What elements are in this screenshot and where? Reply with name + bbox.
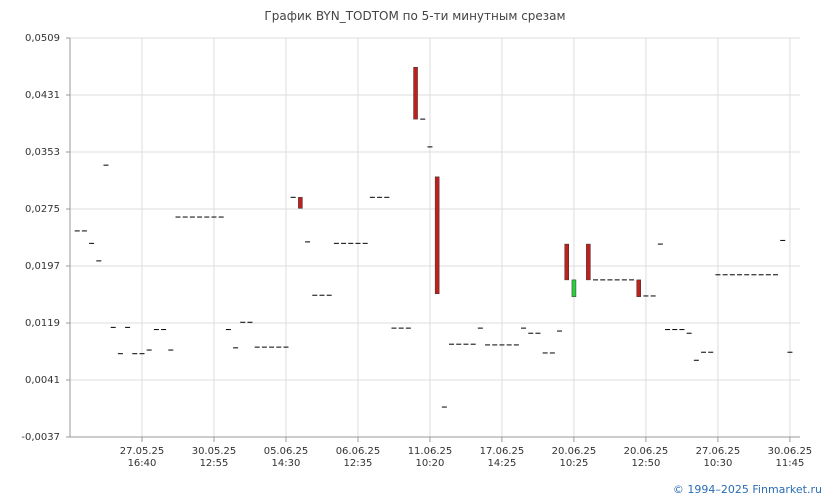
y-tick-label: -0,0037 [21,432,60,443]
x-tick-label: 20.06.25 [624,446,669,457]
x-tick-label: 12:55 [200,458,229,469]
x-tick-label: 12:35 [344,458,373,469]
y-tick-label: 0,0197 [25,261,60,272]
x-tick-label: 10:20 [416,458,445,469]
x-tick-label: 12:50 [632,458,661,469]
y-tick-label: 0,0275 [25,204,60,215]
y-tick-label: 0,0431 [25,90,60,101]
x-tick-label: 05.06.25 [264,446,309,457]
x-tick-label: 16:40 [128,458,157,469]
x-tick-label: 30.05.25 [192,446,237,457]
candle [571,279,577,297]
candle [298,197,303,209]
candle [564,243,569,281]
chart-title: График BYN_TODTOM по 5-ти минутным среза… [264,9,565,23]
x-tick-label: 11.06.25 [408,446,453,457]
candle [636,279,641,297]
x-tick-label: 11:45 [776,458,805,469]
y-tick-label: 0,0353 [25,147,60,158]
x-tick-label: 27.06.25 [696,446,741,457]
candle [434,176,440,295]
y-tick-label: 0,0509 [25,33,60,44]
x-tick-label: 27.05.25 [120,446,165,457]
x-tick-label: 10:25 [560,458,589,469]
x-tick-label: 14:25 [488,458,517,469]
footer-link[interactable]: © 1994–2025 Finmarket.ru [672,483,822,496]
x-tick-label: 06.06.25 [336,446,381,457]
y-tick-label: 0,0041 [25,375,60,386]
x-tick-label: 30.06.25 [768,446,813,457]
x-tick-label: 14:30 [272,458,301,469]
x-tick-label: 10:30 [704,458,733,469]
y-tick-label: 0,0119 [25,318,60,329]
candle [413,66,418,120]
x-tick-label: 20.06.25 [552,446,597,457]
candle [586,243,591,281]
x-tick-label: 17.06.25 [480,446,525,457]
